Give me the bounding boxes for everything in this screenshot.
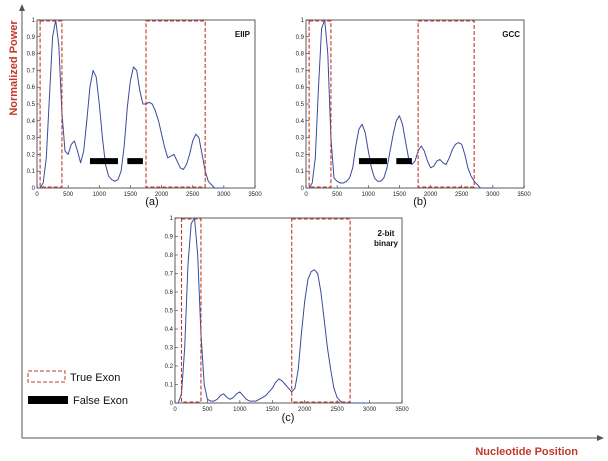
true-exon-box — [417, 20, 475, 188]
y-tick-label: 0.9 — [27, 35, 36, 41]
false-exon-bar — [396, 158, 412, 165]
panel-caption: (b) — [413, 196, 426, 208]
x-tick-label: 2500 — [186, 192, 200, 198]
x-tick-label: 500 — [332, 192, 343, 198]
y-tick-label: 0.6 — [296, 85, 305, 91]
x-tick-label: 3000 — [217, 192, 231, 198]
x-tick-label: 500 — [63, 192, 74, 198]
y-tick-label: 0.1 — [27, 169, 36, 175]
true-exon-box — [39, 20, 63, 188]
y-tick-label: 0.3 — [165, 346, 174, 352]
y-tick-label: 0.2 — [27, 152, 36, 158]
y-tick-label: 0 — [170, 401, 174, 407]
x-tick-label: 1000 — [362, 192, 376, 198]
panel-caption: (a) — [145, 196, 158, 208]
y-tick-label: 0.8 — [165, 253, 174, 259]
x-tick-label: 2000 — [155, 192, 169, 198]
true-exon-box — [180, 218, 202, 403]
y-tick-label: 0.5 — [27, 102, 36, 108]
legend-false-exon-swatch — [28, 396, 68, 404]
y-tick-label: 0.5 — [296, 102, 305, 108]
x-tick-label: 3500 — [395, 407, 409, 413]
y-tick-label: 0.3 — [27, 136, 36, 142]
x-tick-label: 1000 — [233, 407, 247, 413]
panel-gcc: 0 0.1 0.2 0.3 0.4 0.5 0.6 0.7 0.8 0.9 1 0 500 1000 150… — [296, 18, 532, 208]
y-tick-label: 0 — [32, 186, 36, 192]
false-exon-bar — [358, 158, 387, 165]
y-tick-label: 0.7 — [27, 68, 36, 74]
y-tick-label: 0.2 — [165, 364, 174, 370]
legend: True Exon False Exon — [27, 370, 128, 407]
x-axis-title: Nucleotide Position — [475, 446, 578, 458]
power-curve — [37, 19, 224, 189]
outer-y-arrow — [19, 4, 25, 11]
x-tick-label: 1000 — [93, 192, 107, 198]
power-curve — [306, 19, 493, 189]
y-tick-label: 0.4 — [296, 119, 305, 125]
y-tick-label: 0.1 — [165, 383, 174, 389]
x-tick-label: 1500 — [393, 192, 407, 198]
y-axis-title: Normalized Power — [8, 20, 20, 116]
plot-frame — [305, 19, 525, 189]
plot-frame — [174, 217, 403, 404]
y-tick-label: 0.8 — [296, 52, 305, 58]
x-tick-label: 500 — [202, 407, 213, 413]
true-exon-box — [308, 20, 332, 188]
x-tick-label: 2000 — [298, 407, 312, 413]
panel-caption: (c) — [282, 412, 295, 424]
x-tick-label: 3000 — [363, 407, 377, 413]
y-tick-label: 0.8 — [27, 52, 36, 58]
y-tick-label: 0.5 — [165, 309, 174, 315]
x-tick-label: 2000 — [424, 192, 438, 198]
y-tick-label: 1 — [301, 18, 305, 24]
x-tick-label: 2500 — [330, 407, 344, 413]
false-exon-bar — [89, 158, 118, 165]
x-tick-label: 0 — [35, 192, 39, 198]
y-tick-label: 0.7 — [165, 272, 174, 278]
y-tick-label: 0.2 — [296, 152, 305, 158]
x-tick-label: 1500 — [124, 192, 138, 198]
x-tick-label: 2500 — [455, 192, 469, 198]
y-tick-label: 0.9 — [165, 235, 174, 241]
legend-true-exon-swatch — [27, 370, 66, 383]
y-tick-label: 0.7 — [296, 68, 305, 74]
panel-title: GCC — [502, 30, 520, 39]
y-tick-label: 0.9 — [296, 35, 305, 41]
x-tick-label: 0 — [304, 192, 308, 198]
y-tick-label: 0.4 — [165, 327, 174, 333]
power-curve — [175, 217, 370, 404]
legend-true-exon-label: True Exon — [70, 372, 120, 384]
true-exon-box — [291, 218, 351, 403]
panel-title: EIIP — [235, 30, 251, 39]
x-tick-label: 1500 — [266, 407, 280, 413]
legend-false-exon-label: False Exon — [73, 395, 128, 407]
panel-2-bit-binary: 0 0.1 0.2 0.3 0.4 0.5 0.6 0.7 0.8 0.9 1 0 500 1000 150… — [165, 216, 410, 424]
panel-eiip: 0 0.1 0.2 0.3 0.4 0.5 0.6 0.7 0.8 0.9 1 0 500 1000 150… — [27, 18, 263, 208]
outer-x-arrow — [597, 435, 604, 441]
y-tick-label: 0.4 — [27, 119, 36, 125]
true-exon-box — [145, 20, 206, 188]
false-exon-bar — [127, 158, 143, 165]
y-tick-label: 0.1 — [296, 169, 305, 175]
y-tick-label: 1 — [170, 216, 174, 222]
y-tick-label: 0.6 — [165, 290, 174, 296]
y-tick-label: 0.3 — [296, 136, 305, 142]
x-tick-label: 3500 — [517, 192, 531, 198]
panel-title: 2-bit binary — [374, 229, 399, 248]
y-tick-label: 1 — [32, 18, 36, 24]
x-tick-label: 0 — [173, 407, 177, 413]
y-tick-label: 0 — [301, 186, 305, 192]
x-tick-label: 3000 — [486, 192, 500, 198]
y-tick-label: 0.6 — [27, 85, 36, 91]
x-tick-label: 3500 — [248, 192, 262, 198]
